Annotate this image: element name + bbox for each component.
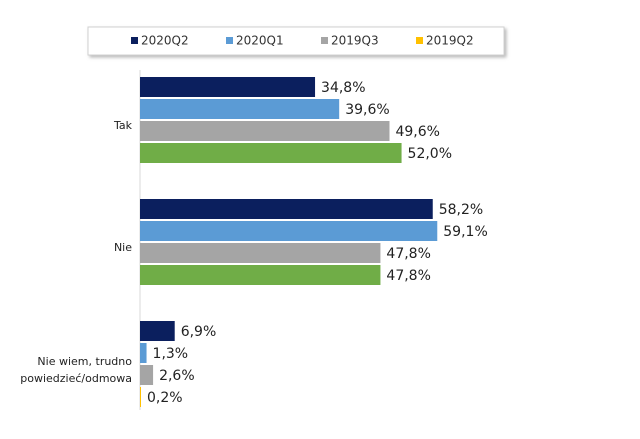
bar [140, 321, 175, 341]
bar [140, 343, 147, 363]
legend-swatch [226, 37, 233, 44]
value-label: 47,8% [386, 268, 430, 284]
value-label: 58,2% [439, 202, 483, 218]
value-label: 52,0% [408, 146, 452, 162]
bar [140, 99, 340, 119]
legend-label: 2019Q3 [331, 34, 379, 48]
bar [140, 143, 402, 163]
bar [140, 265, 381, 285]
bar [140, 243, 381, 263]
bar [140, 365, 154, 385]
bar [140, 121, 390, 141]
value-label: 47,8% [386, 246, 430, 262]
legend-swatch [321, 37, 328, 44]
legend-label: 2019Q2 [426, 34, 474, 48]
bar [140, 199, 433, 219]
bar [140, 387, 142, 407]
value-label: 6,9% [181, 324, 217, 340]
value-label: 0,2% [147, 390, 183, 406]
legend-swatch [416, 37, 423, 44]
value-label: 59,1% [443, 224, 487, 240]
legend-label: 2020Q2 [141, 34, 189, 48]
category-label: Nie wiem, trudno powiedzieć/odmowa [20, 355, 132, 385]
legend-label: 2020Q1 [236, 34, 284, 48]
category-label: Tak [113, 119, 132, 132]
value-label: 49,6% [395, 124, 439, 140]
bar [140, 221, 438, 241]
value-label: 2,6% [159, 368, 195, 384]
legend-box [87, 26, 505, 56]
value-label: 39,6% [345, 102, 389, 118]
bar [140, 77, 316, 97]
value-label: 34,8% [321, 80, 365, 96]
legend-swatch [131, 37, 138, 44]
value-label: 1,3% [153, 346, 189, 362]
category-label: Nie [113, 241, 132, 254]
